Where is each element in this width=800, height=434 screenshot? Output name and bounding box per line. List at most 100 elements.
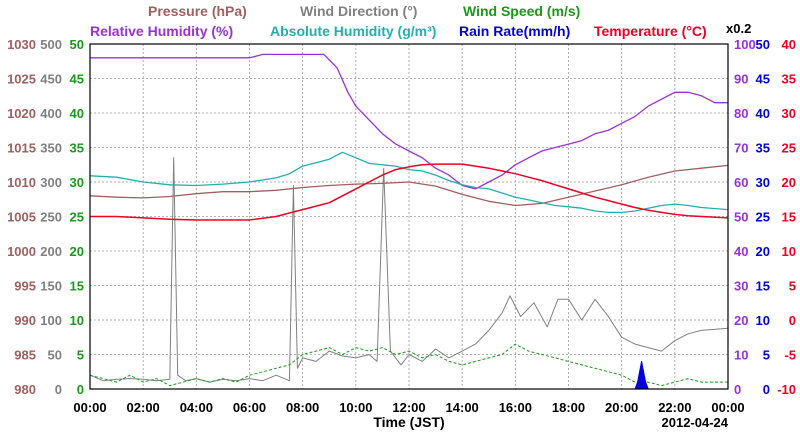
date-label: 2012-04-24: [662, 415, 729, 430]
chart-header: Pressure (hPa) Wind Direction (°) Wind Spe…: [90, 3, 707, 39]
wind_speed-tick-label: 40: [70, 106, 84, 121]
grid: [90, 44, 728, 389]
wind_direction-tick-label: 200: [40, 244, 62, 259]
series-wind_speed: [89, 343, 728, 387]
x-axis-title: Time (JST): [373, 414, 444, 430]
x-tick-label: 00:00: [73, 400, 106, 415]
humidity-tick-label: 60: [734, 175, 748, 190]
pressure-tick-label: 1000: [7, 244, 36, 259]
rain-tick-label: 15: [756, 279, 770, 294]
humidity-tick-label: 50: [734, 210, 748, 225]
pressure-tick-label: 1010: [7, 175, 36, 190]
wind_direction-axis: 0 50 100 150 200 250 300 350 400 450 500: [40, 37, 62, 397]
humidity-tick-label: 90: [734, 72, 748, 87]
humidity-tick-label: 20: [734, 313, 748, 328]
wind_speed-tick-label: 0: [77, 382, 84, 397]
series-abs_humidity: [89, 151, 729, 214]
x-tick-label: 22:00: [658, 400, 691, 415]
series-humidity: [90, 53, 728, 190]
rain-tick-label: 35: [756, 141, 770, 156]
temperature-tick-label: 10: [782, 244, 796, 259]
pressure-tick-label: 1015: [7, 141, 36, 156]
series-pressure: [89, 164, 729, 207]
series-wind_direction: [89, 157, 729, 383]
humidity-tick-label: 70: [734, 141, 748, 156]
legend-abs_humidity: Absolute Humidity (g/m³): [270, 23, 436, 39]
wind_speed-tick-label: 35: [70, 141, 84, 156]
wind_speed-tick-label: 50: [70, 37, 84, 52]
rain-tick-label: 0: [763, 382, 770, 397]
wind_direction-tick-label: 100: [40, 313, 62, 328]
wind_direction-tick-label: 50: [48, 348, 62, 363]
wind_speed-tick-label: 25: [70, 210, 84, 225]
temperature-tick-label: 40: [782, 37, 796, 52]
pressure-tick-label: 1030: [7, 37, 36, 52]
wind_direction-tick-label: 350: [40, 141, 62, 156]
x-tick-label: 18:00: [552, 400, 585, 415]
humidity-tick-label: 0: [734, 382, 741, 397]
plot-frame: [89, 43, 729, 390]
rain-tick-label: 25: [756, 210, 770, 225]
x-tick-label: 06:00: [233, 400, 266, 415]
x-tick-label: 10:00: [339, 400, 372, 415]
legend-wind_speed: Wind Speed (m/s): [463, 3, 580, 19]
humidity-axis: 0 10 20 30 40 50 60 70 80 90 100: [734, 37, 756, 397]
wind_speed-tick-label: 5: [77, 348, 84, 363]
wind_speed-tick-label: 20: [70, 244, 84, 259]
rain-tick-label: 30: [756, 175, 770, 190]
rain-tick-label: 20: [756, 244, 770, 259]
x-tick-label: 12:00: [392, 400, 425, 415]
pressure-tick-label: 1005: [7, 210, 36, 225]
x-tick-label: 04:00: [180, 400, 213, 415]
wind_direction-tick-label: 450: [40, 72, 62, 87]
rain-tick-label: 45: [756, 72, 770, 87]
pressure-tick-label: 995: [14, 279, 36, 294]
wind_speed-tick-label: 15: [70, 279, 84, 294]
x-tick-label: 08:00: [286, 400, 319, 415]
humidity-tick-label: 40: [734, 244, 748, 259]
legend-pressure: Pressure (hPa): [148, 3, 247, 19]
x-tick-label: 02:00: [127, 400, 160, 415]
wind_speed-tick-label: 45: [70, 72, 84, 87]
wind_direction-tick-label: 500: [40, 37, 62, 52]
temperature-tick-label: 5: [789, 279, 796, 294]
legend-temperature: Temperature (°C): [594, 23, 707, 39]
wind_speed-tick-label: 30: [70, 175, 84, 190]
temperature-tick-label: 15: [782, 210, 796, 225]
temperature-tick-label: -5: [784, 348, 796, 363]
rain-tick-label: 10: [756, 313, 770, 328]
wind_speed-tick-label: 10: [70, 313, 84, 328]
humidity-tick-label: 10: [734, 348, 748, 363]
wind_speed-axis: 0 5 10 15 20 25 30 35 40 45 50: [70, 37, 84, 397]
pressure-tick-label: 985: [14, 348, 36, 363]
temperature-tick-label: 35: [782, 72, 796, 87]
rain-tick-label: 40: [756, 106, 770, 121]
humidity-tick-label: 80: [734, 106, 748, 121]
wind_direction-tick-label: 300: [40, 175, 62, 190]
wind_direction-tick-label: 150: [40, 279, 62, 294]
temperature-tick-label: 25: [782, 141, 796, 156]
pressure-axis: 980 985 990 995 1000 1005 1010 1015 1020 1025 1030: [7, 37, 36, 397]
legend-rain: Rain Rate(mm/h): [459, 23, 570, 39]
x-tick-label: 20:00: [605, 400, 638, 415]
temperature-tick-label: 30: [782, 106, 796, 121]
humidity-tick-label: 100: [734, 37, 756, 52]
x-tick-label: 16:00: [499, 400, 532, 415]
legend-humidity: Relative Humidity (%): [90, 23, 233, 39]
temperature-tick-label: 20: [782, 175, 796, 190]
temperature-tick-label: 0: [789, 313, 796, 328]
rain-tick-label: 5: [763, 348, 770, 363]
pressure-tick-label: 980: [14, 382, 36, 397]
legend-wind_direction: Wind Direction (°): [300, 3, 417, 19]
temperature-axis: -10 -5 0 5 10 15 20 25 30 35 40: [777, 37, 796, 397]
pressure-tick-label: 1020: [7, 106, 36, 121]
rain-tick-label: 50: [756, 37, 770, 52]
temperature-tick-label: -10: [777, 382, 796, 397]
x-tick-label: 14:00: [446, 400, 479, 415]
series-temperature: [90, 163, 729, 221]
rain-axis: 0 5 10 15 20 25 30 35 40 45 50: [756, 37, 770, 397]
scale-note: x0.2: [726, 21, 751, 36]
x-tick-label: 00:00: [711, 400, 744, 415]
